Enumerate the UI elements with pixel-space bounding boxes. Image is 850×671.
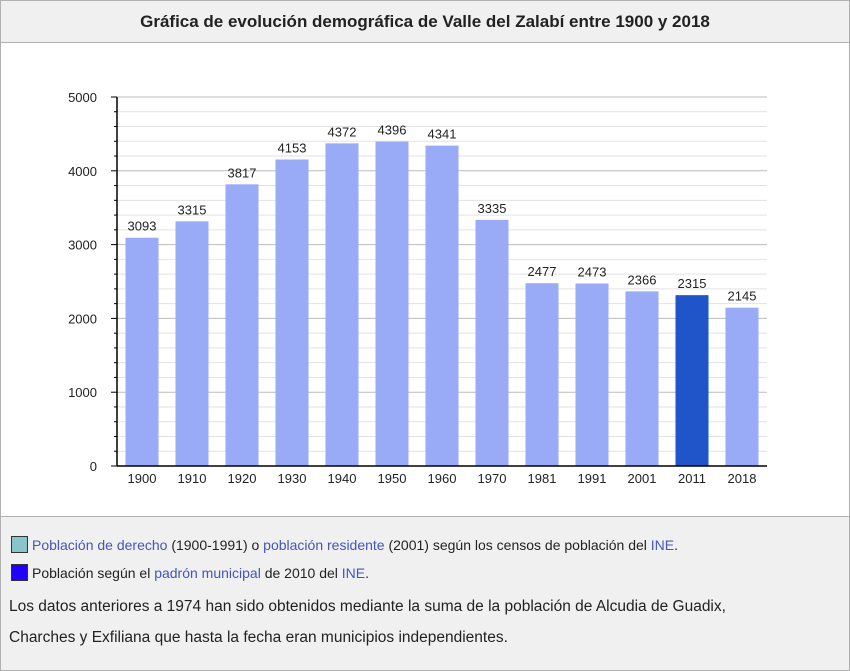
legend-text: (2001) según los censos de población del	[384, 537, 651, 553]
legend-text: Población según el	[32, 565, 155, 581]
data-label: 2366	[628, 272, 657, 287]
bar-1920	[225, 184, 259, 466]
y-tick-label: 4000	[68, 164, 97, 179]
link-poblacion-residente[interactable]: población residente	[263, 537, 385, 553]
data-label: 3315	[178, 202, 207, 217]
legend-swatch-census	[11, 536, 28, 553]
bar-1950	[375, 141, 409, 466]
y-tick-label: 5000	[68, 90, 97, 105]
note-line-1: Los datos anteriores a 1974 han sido obt…	[9, 598, 726, 615]
data-label: 4396	[378, 123, 407, 138]
bar-chart: 0 1000 2000 3000 4000 5000 3093 1900 3315 1910 381…	[68, 90, 767, 486]
y-tick-label: 3000	[68, 238, 97, 253]
legend-text: de 2010 del	[260, 565, 342, 581]
data-label: 2473	[578, 264, 607, 279]
legend-text: .	[674, 537, 679, 553]
x-tick-label: 2001	[628, 471, 657, 486]
legend-text: .	[365, 565, 370, 581]
link-ine-2[interactable]: INE	[341, 565, 366, 581]
note-line-2: Charches y Exfiliana que hasta la fecha …	[9, 629, 508, 646]
data-label: 2477	[528, 264, 557, 279]
data-label: 2315	[678, 276, 707, 291]
legend-text: (1900-1991) o	[167, 537, 264, 553]
x-tick-label: 1940	[328, 471, 357, 486]
link-ine[interactable]: INE	[650, 537, 675, 553]
y-tick-label: 1000	[68, 385, 97, 400]
x-tick-label: 2011	[678, 471, 706, 486]
data-label: 3817	[228, 165, 257, 180]
data-label: 4372	[328, 124, 357, 139]
data-label: 3093	[128, 219, 157, 234]
chart-title: Gráfica de evolución demográfica de Vall…	[1, 1, 849, 43]
x-tick-label: 1970	[478, 471, 507, 486]
bar-1940	[325, 143, 359, 466]
data-label: 2145	[728, 289, 757, 304]
bar-1991	[575, 283, 609, 466]
data-label: 4153	[278, 141, 307, 156]
bar-1960	[425, 145, 459, 466]
plot-area: 0 1000 2000 3000 4000 5000 3093 1900 3315 1910 381…	[1, 43, 849, 517]
bar-1910	[175, 221, 209, 466]
legend-swatch-padron	[11, 564, 28, 581]
link-padron-municipal[interactable]: padrón municipal	[154, 565, 261, 581]
x-tick-label: 1910	[178, 471, 207, 486]
bar-2018	[725, 307, 759, 466]
bar-1900	[125, 237, 159, 466]
bar-1930	[275, 159, 309, 466]
x-tick-label: 1991	[578, 471, 607, 486]
bar-2001	[625, 291, 659, 466]
link-poblacion-derecho[interactable]: Población de derecho	[32, 537, 168, 553]
x-tick-label: 1900	[128, 471, 157, 486]
data-label: 3335	[478, 201, 507, 216]
x-tick-label: 2018	[728, 471, 757, 486]
x-tick-label: 1930	[278, 471, 307, 486]
x-tick-label: 1960	[428, 471, 457, 486]
x-tick-label: 1981	[528, 471, 557, 486]
y-tick-label: 2000	[68, 311, 97, 326]
bar-1970	[475, 219, 509, 466]
x-tick-label: 1950	[378, 471, 407, 486]
bar-1981	[525, 283, 559, 466]
bar-2011	[675, 295, 709, 466]
data-label: 4341	[428, 127, 457, 142]
legend-item-padron: Población según el padrón municipal de 2…	[11, 564, 369, 581]
x-tick-label: 1920	[228, 471, 257, 486]
y-tick-label: 0	[90, 459, 97, 474]
legend-item-census: Población de derecho (1900-1991) o pobla…	[11, 536, 678, 553]
